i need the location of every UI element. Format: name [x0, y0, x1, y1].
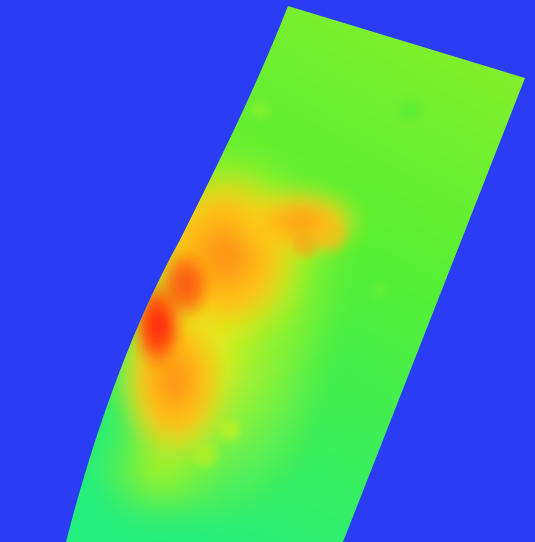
terrain-patches: [193, 100, 420, 467]
